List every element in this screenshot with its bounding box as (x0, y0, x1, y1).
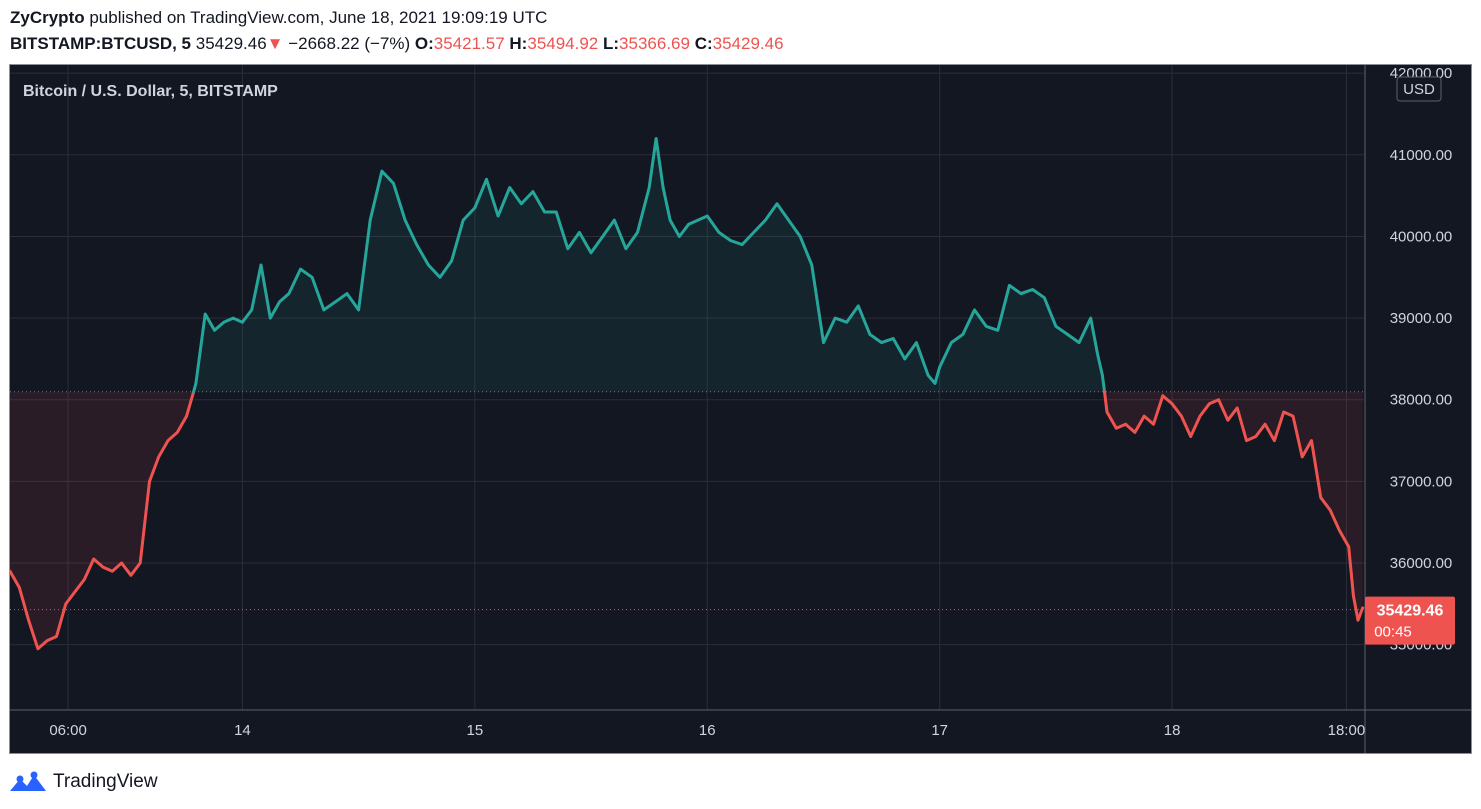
tradingview-brand[interactable]: TradingView (53, 771, 158, 792)
y-tick-label: 39000.00 (1390, 310, 1453, 327)
low-label: L: (603, 34, 620, 53)
chart-title: Bitcoin / U.S. Dollar, 5, BITSTAMP (23, 83, 278, 100)
open-value: 35421.57 (433, 34, 505, 53)
y-tick-label: 41000.00 (1390, 147, 1453, 164)
publisher-line: ZyCrypto published on TradingView.com, J… (10, 8, 547, 28)
x-tick-label: 14 (234, 722, 251, 739)
area-fill-down (1104, 391, 1363, 621)
last-price-header: 35429.46 (195, 34, 267, 53)
tradingview-logo-icon[interactable] (8, 769, 48, 795)
down-arrow-icon: ▼ (266, 34, 284, 53)
low-value: 35366.69 (619, 34, 690, 53)
y-tick-label: 40000.00 (1390, 228, 1453, 245)
y-tick-label: 38000.00 (1390, 392, 1453, 409)
currency-badge-label: USD (1403, 81, 1435, 98)
line-segment-up (192, 137, 1106, 394)
symbol-line: BITSTAMP:BTCUSD, 5 35429.46▼ −2668.22 (−… (10, 34, 784, 54)
line-segment-down (1103, 390, 1365, 622)
price-line (10, 137, 1365, 651)
footer: TradingView (8, 767, 158, 797)
reference-lines (10, 391, 1365, 611)
x-tick-label: 06:00 (49, 722, 87, 739)
bar-countdown: 00:45 (1374, 624, 1412, 641)
high-value: 35494.92 (527, 34, 599, 53)
symbol-name: BITSTAMP:BTCUSD, 5 (10, 34, 192, 53)
area-fills (10, 138, 1363, 649)
last-price-tag-label: 35429.46 (1377, 603, 1444, 620)
line-segment-down (10, 390, 196, 651)
last-price-tag: 35429.46 00:45 (1365, 596, 1455, 645)
x-tick-label: 17 (931, 722, 948, 739)
area-fill-up (193, 138, 1105, 392)
currency-badge[interactable]: USD (1396, 76, 1442, 102)
area-fill-down (10, 391, 194, 649)
y-tick-label: 36000.00 (1390, 555, 1453, 572)
x-tick-label: 16 (699, 722, 716, 739)
price-chart[interactable]: 42000.0041000.0040000.0039000.0038000.00… (10, 65, 1471, 753)
y-tick-label: 37000.00 (1390, 473, 1453, 490)
grid-lines (10, 65, 1365, 710)
close-label: C: (694, 34, 713, 53)
published-on-text: published on TradingView.com, June 18, 2… (84, 8, 548, 27)
x-tick-label: 18:00 (1328, 722, 1366, 739)
open-label: O: (414, 34, 434, 53)
x-tick-label: 18 (1164, 722, 1181, 739)
price-change: −2668.22 (−7%) (288, 34, 411, 53)
publisher-name: ZyCrypto (10, 8, 85, 27)
high-label: H: (509, 34, 528, 53)
x-tick-label: 15 (466, 722, 483, 739)
chart-frame[interactable]: 42000.00 41000.00 40000.00 39000.00 38000.00… (9, 64, 1472, 754)
close-value: 35429.46 (712, 34, 784, 53)
